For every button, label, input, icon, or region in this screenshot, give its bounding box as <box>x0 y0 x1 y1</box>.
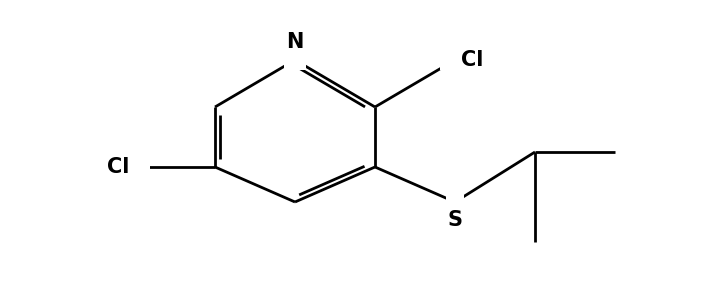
Text: Cl: Cl <box>107 157 129 177</box>
Bar <box>440 50 470 70</box>
Text: N: N <box>286 32 304 52</box>
Text: S: S <box>447 210 463 230</box>
Bar <box>446 192 464 212</box>
Text: Cl: Cl <box>461 50 484 70</box>
Bar <box>284 50 306 70</box>
Bar <box>120 157 150 177</box>
